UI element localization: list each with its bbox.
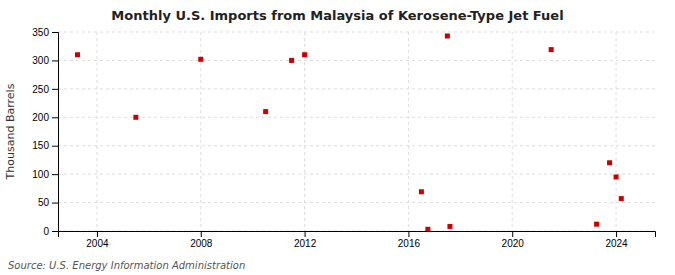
- point: [133, 115, 138, 120]
- point: [614, 174, 619, 179]
- point: [594, 222, 599, 227]
- tick: 350: [32, 27, 58, 38]
- tick-mark: [408, 231, 409, 237]
- tick: 2008: [190, 231, 213, 249]
- tick-mark: [52, 174, 58, 175]
- grid-line-y: [58, 60, 655, 61]
- point: [619, 196, 624, 201]
- tick-label: 350: [32, 27, 49, 38]
- grid-line-x: [616, 32, 617, 231]
- point: [198, 57, 203, 62]
- tick-label: 2016: [398, 238, 421, 249]
- tick-label: 0: [43, 226, 49, 237]
- tick-mark: [52, 231, 58, 232]
- grid-line-x: [512, 32, 513, 231]
- tick-label: 2020: [502, 238, 525, 249]
- tick: 250: [32, 84, 58, 95]
- tick: 2004: [86, 231, 109, 249]
- tick: 2012: [294, 231, 317, 249]
- point: [607, 160, 612, 165]
- tick-mark: [52, 89, 58, 90]
- tick-mark: [52, 60, 58, 61]
- grid-line-y: [58, 145, 655, 146]
- grid-line-y: [58, 174, 655, 175]
- grid-line-x: [200, 32, 201, 231]
- tick-mark: [52, 146, 58, 147]
- point: [419, 189, 424, 194]
- point: [302, 52, 307, 57]
- tick-label: 100: [32, 169, 49, 180]
- tick-mark: [52, 32, 58, 33]
- point: [549, 47, 554, 52]
- tick-mark: [97, 231, 98, 237]
- y-axis: 0 50 100 150 200 250 300 350: [32, 27, 58, 237]
- tick-label: 50: [38, 197, 50, 208]
- tick-mark: [52, 203, 58, 204]
- tick: 300: [32, 55, 58, 66]
- tick-label: 250: [32, 84, 49, 95]
- plot: 2004 2008 2012 2016 2020 2024 0 50 100 150 200 250 3…: [32, 27, 655, 249]
- point: [289, 58, 294, 63]
- tick: 150: [32, 140, 58, 151]
- tick-mark: [52, 117, 58, 118]
- grid-line-y: [58, 32, 655, 33]
- tick-label: 2008: [190, 238, 213, 249]
- point: [425, 227, 430, 231]
- tick: 2020: [502, 231, 525, 249]
- grid-line-x: [304, 32, 305, 231]
- tick-mark: [201, 231, 202, 237]
- tick: 2024: [605, 231, 628, 249]
- tick-label: 2004: [86, 238, 109, 249]
- grid-line-y: [58, 202, 655, 203]
- tick: 100: [32, 169, 58, 180]
- tick-mark: [616, 231, 617, 237]
- grid-line-x: [96, 32, 97, 231]
- grid: [58, 32, 655, 231]
- grid-line-y: [58, 117, 655, 118]
- tick-label: 2012: [294, 238, 317, 249]
- point: [75, 52, 80, 57]
- point: [445, 33, 450, 38]
- points: [75, 33, 624, 231]
- point: [263, 109, 268, 114]
- annotation: Source: U.S. Energy Information Administ…: [8, 260, 245, 271]
- title: Monthly U.S. Imports from Malaysia of Ke…: [111, 8, 563, 23]
- tick-label: 300: [32, 55, 49, 66]
- x-axis: 2004 2008 2012 2016 2020 2024: [59, 231, 656, 249]
- axis-line: [52, 33, 59, 232]
- axis-line: [59, 232, 656, 238]
- chart-container: 2004 2008 2012 2016 2020 2024 0 50 100 150 200 250 3…: [0, 0, 675, 275]
- tick: 50: [38, 197, 58, 208]
- tick-mark: [512, 231, 513, 237]
- tick-label: 2024: [605, 238, 628, 249]
- tick: 2016: [398, 231, 421, 249]
- tick-label: 150: [32, 140, 49, 151]
- y-axis-label: Thousand Barrels: [4, 83, 17, 180]
- tick: 0: [43, 226, 58, 237]
- point: [447, 224, 452, 229]
- grid-line-y: [58, 88, 655, 89]
- tick-label: 200: [32, 112, 49, 123]
- grid-line-x: [408, 32, 409, 231]
- tick-mark: [305, 231, 306, 237]
- chart-svg: 2004 2008 2012 2016 2020 2024 0 50 100 150 200 250 3…: [0, 0, 675, 275]
- tick: 200: [32, 112, 58, 123]
